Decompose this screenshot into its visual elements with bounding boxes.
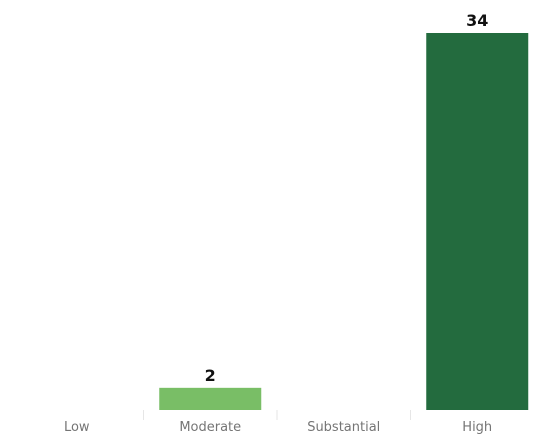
category-separators [143, 410, 411, 420]
bar-moderate[interactable] [159, 387, 262, 410]
category-label-low: Low [64, 420, 90, 435]
bars-group [159, 33, 529, 410]
category-label-moderate: Moderate [179, 420, 241, 435]
data-label-moderate: 2 [205, 366, 216, 385]
category-labels-group: Low Moderate Substantial High [64, 420, 492, 435]
bar-high[interactable] [426, 33, 529, 410]
data-label-high: 34 [466, 11, 488, 30]
category-label-high: High [462, 420, 492, 435]
data-labels-group: 2 34 [205, 11, 489, 385]
category-label-substantial: Substantial [307, 420, 380, 435]
